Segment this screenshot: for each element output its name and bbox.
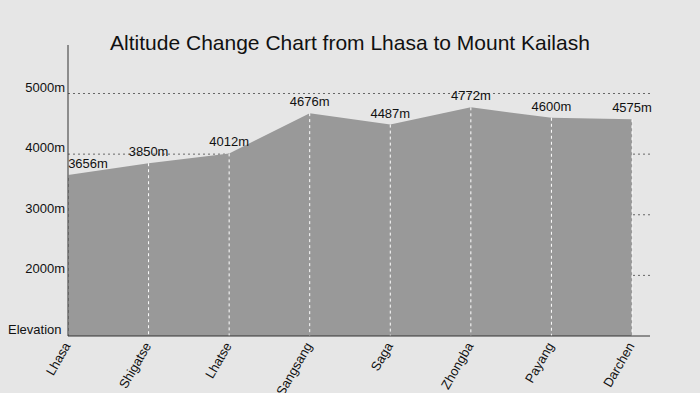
drop-line bbox=[470, 107, 471, 336]
x-tick-label: Shigatse bbox=[116, 340, 154, 391]
y-axis bbox=[68, 45, 69, 336]
x-axis bbox=[68, 336, 650, 337]
area bbox=[68, 107, 632, 336]
data-label: 3850m bbox=[129, 144, 169, 159]
drop-line bbox=[632, 119, 633, 336]
drop-line bbox=[309, 113, 310, 336]
x-tick-label: Sangsang bbox=[273, 340, 315, 393]
x-tick-label: Saga bbox=[368, 339, 397, 373]
y-tick-label: 3000m bbox=[25, 201, 65, 216]
plot-area bbox=[68, 107, 632, 336]
data-label: 4575m bbox=[612, 100, 652, 115]
y-tick-label: 5000m bbox=[25, 80, 65, 95]
data-label: 4772m bbox=[451, 88, 491, 103]
x-tick-label: Lhasa bbox=[43, 339, 74, 378]
drop-line bbox=[148, 163, 149, 336]
data-label: 3656m bbox=[68, 156, 108, 171]
drop-line bbox=[390, 125, 391, 336]
data-label: 4600m bbox=[532, 99, 572, 114]
x-tick-label: Lhatse bbox=[202, 340, 235, 381]
data-label: 4487m bbox=[370, 106, 410, 121]
drop-line bbox=[551, 118, 552, 336]
chart: Altitude Change Chart from Lhasa to Moun… bbox=[0, 0, 700, 393]
x-tick-label: Payang bbox=[522, 340, 557, 386]
data-label: 4012m bbox=[209, 134, 249, 149]
x-tick-label: Darchen bbox=[600, 340, 638, 390]
drop-line bbox=[229, 153, 230, 336]
data-label: 4676m bbox=[290, 94, 330, 109]
y-tick-label: 4000m bbox=[25, 140, 65, 155]
y-axis-label: Elevation bbox=[8, 322, 61, 337]
y-tick-label: 2000m bbox=[25, 261, 65, 276]
x-tick-label: Zhongba bbox=[438, 339, 477, 392]
grid-line bbox=[68, 93, 650, 94]
title: Altitude Change Chart from Lhasa to Moun… bbox=[110, 31, 590, 54]
